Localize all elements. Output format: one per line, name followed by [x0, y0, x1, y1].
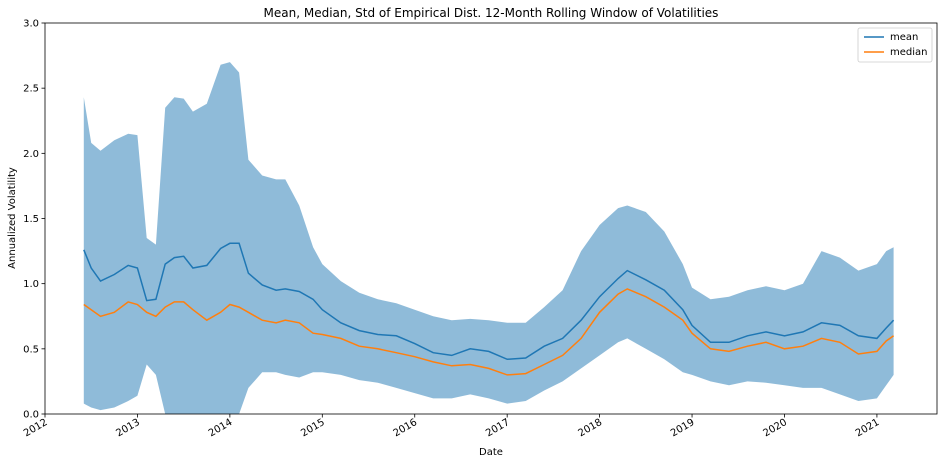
legend-label-mean: mean: [890, 32, 918, 43]
chart-title: Mean, Median, Std of Empirical Dist. 12-…: [264, 6, 719, 20]
x-tick-label: 2017: [484, 417, 512, 439]
series-line-median: [83, 288, 895, 376]
y-tick-label: 2.5: [23, 84, 39, 95]
x-tick-label: 2014: [207, 417, 235, 439]
x-axis: 2012 2013 2014 2015 2016 2017 2018 2019 2020 2021: [22, 414, 881, 439]
y-tick-label: 0.5: [23, 344, 39, 355]
plot-area: [83, 62, 895, 414]
x-tick-label: 2019: [669, 417, 697, 439]
y-tick-label: 1.0: [23, 279, 39, 290]
series-line-mean: [83, 242, 895, 361]
x-tick-label: 2016: [392, 417, 420, 439]
y-axis-label: Annualized Volatility: [7, 167, 18, 269]
std-band: [83, 62, 894, 414]
y-tick-label: 0.0: [23, 410, 39, 421]
y-tick-label: 2.0: [23, 149, 39, 160]
y-tick-label: 3.0: [23, 19, 39, 30]
x-axis-label: Date: [479, 447, 503, 458]
x-tick-label: 2015: [299, 417, 327, 439]
y-tick-label: 1.5: [23, 214, 39, 225]
legend: mean median: [857, 27, 933, 63]
legend-label-median: median: [890, 47, 928, 58]
y-axis: 0.0 0.5 1.0 1.5 2.0 2.5 3.0: [23, 19, 45, 421]
x-tick-label: 2020: [761, 417, 789, 439]
x-tick-label: 2018: [577, 417, 605, 439]
x-tick-label: 2021: [854, 417, 882, 439]
x-tick-label: 2013: [114, 417, 142, 439]
